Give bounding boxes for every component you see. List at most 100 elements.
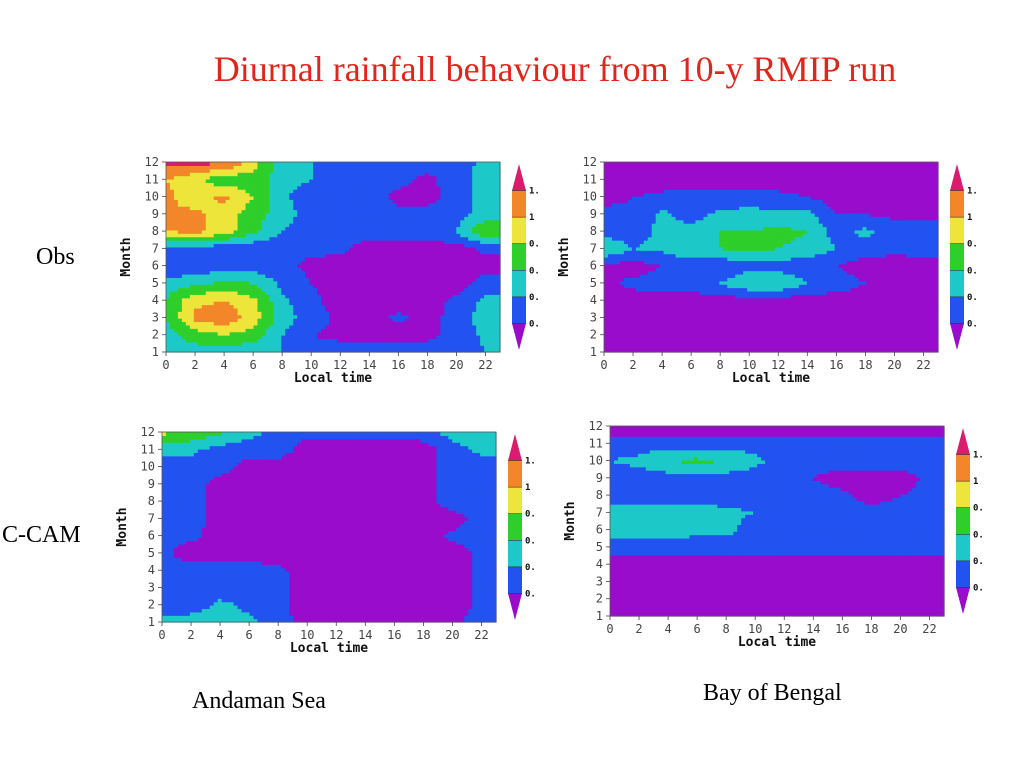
heatmap-cell — [488, 219, 493, 224]
heatmap-cell — [205, 304, 211, 309]
heatmap-cell — [261, 192, 267, 197]
heatmap-cell — [201, 341, 207, 346]
heatmap-cell — [281, 178, 286, 183]
heatmap-cell — [344, 324, 350, 329]
heatmap-cell — [492, 212, 497, 217]
heatmap-cell — [197, 253, 203, 258]
heatmap-cell — [364, 165, 370, 170]
heatmap-cell — [309, 257, 314, 261]
heatmap-cell — [189, 185, 195, 190]
heatmap-cell — [930, 345, 935, 350]
heatmap-cell — [432, 172, 437, 177]
heatmap-cell — [376, 311, 382, 316]
heatmap-cell — [416, 253, 422, 258]
heatmap-cell — [886, 345, 891, 350]
heatmap-cell — [376, 189, 382, 194]
heatmap-cell — [428, 345, 434, 350]
heatmap-cell — [333, 338, 338, 343]
heatmap-cell — [225, 318, 231, 323]
heatmap-cell — [368, 301, 374, 306]
heatmap-cell — [372, 301, 378, 306]
heatmap-cell — [400, 273, 406, 278]
heatmap-cell — [774, 348, 780, 353]
heatmap-cell — [420, 294, 426, 299]
heatmap-cell — [193, 284, 199, 289]
heatmap-cell — [317, 219, 322, 224]
heatmap-cell — [400, 165, 406, 170]
heatmap-cell — [360, 318, 366, 323]
heatmap-cell — [452, 212, 457, 217]
heatmap-cell — [317, 335, 322, 340]
heatmap-cell — [305, 168, 310, 173]
heatmap-cell — [181, 321, 187, 326]
heatmap-cell — [492, 345, 497, 350]
heatmap-cell — [388, 287, 394, 292]
heatmap-cell — [384, 202, 390, 207]
heatmap-cell — [356, 311, 362, 316]
heatmap-cell — [484, 304, 489, 309]
heatmap-cell — [436, 284, 441, 289]
heatmap-cell — [496, 175, 501, 180]
heatmap-cell — [313, 301, 318, 306]
heatmap-cell — [249, 348, 255, 353]
heatmap-cell — [408, 229, 414, 234]
heatmap-cell — [193, 304, 199, 309]
heatmap-cell — [392, 341, 398, 346]
heatmap-cell — [237, 277, 243, 282]
heatmap-cell — [237, 260, 243, 265]
heatmap-cell — [289, 341, 294, 346]
heatmap-cell — [448, 257, 453, 261]
heatmap-cell — [213, 263, 219, 268]
heatmap-cell — [492, 307, 497, 312]
heatmap-cell — [344, 226, 350, 231]
heatmap-cell — [412, 341, 418, 346]
heatmap-cell — [273, 216, 278, 221]
heatmap-cell — [209, 178, 215, 183]
heatmap-cell — [388, 294, 394, 299]
heatmap-cell — [368, 229, 374, 234]
heatmap-cell — [321, 162, 326, 166]
heatmap-cell — [496, 209, 501, 214]
heatmap-cell — [492, 341, 497, 346]
heatmap-cell — [436, 280, 441, 285]
heatmap-cell — [464, 277, 469, 282]
heatmap-cell — [364, 284, 370, 289]
heatmap-cell — [309, 304, 314, 309]
heatmap-cell — [440, 246, 445, 251]
heatmap-cell — [432, 257, 437, 261]
heatmap-cell — [189, 277, 195, 282]
heatmap-cell — [269, 243, 274, 248]
x-tick-label: 20 — [449, 358, 463, 372]
heatmap-cell — [464, 290, 469, 295]
heatmap-cell — [496, 212, 501, 217]
heatmap-cell — [309, 195, 314, 200]
heatmap-cell — [297, 304, 302, 309]
heatmap-cell — [217, 338, 223, 343]
heatmap-cell — [356, 206, 362, 211]
heatmap-cell — [782, 341, 788, 346]
heatmap-cell — [261, 175, 267, 180]
heatmap-cell — [301, 233, 306, 238]
heatmap-cell — [333, 341, 338, 346]
heatmap-cell — [249, 233, 255, 238]
heatmap-cell — [217, 341, 223, 346]
heatmap-cell — [464, 216, 469, 221]
heatmap-cell — [273, 206, 278, 211]
heatmap-cell — [205, 287, 211, 292]
heatmap-cell — [177, 209, 183, 214]
heatmap-cell — [193, 301, 199, 306]
heatmap-cell — [336, 240, 342, 245]
heatmap-cell — [233, 236, 239, 241]
heatmap-cell — [356, 318, 362, 323]
heatmap-cell — [253, 270, 259, 275]
heatmap-cell — [412, 277, 418, 282]
heatmap-cell — [309, 290, 314, 295]
heatmap-cell — [301, 250, 306, 255]
heatmap-cell — [452, 229, 457, 234]
heatmap-cell — [416, 250, 422, 255]
heatmap-cell — [265, 307, 270, 312]
heatmap-cell — [166, 229, 171, 234]
heatmap-cell — [197, 240, 203, 245]
heatmap-cell — [321, 165, 326, 170]
heatmap-cell — [293, 318, 298, 323]
